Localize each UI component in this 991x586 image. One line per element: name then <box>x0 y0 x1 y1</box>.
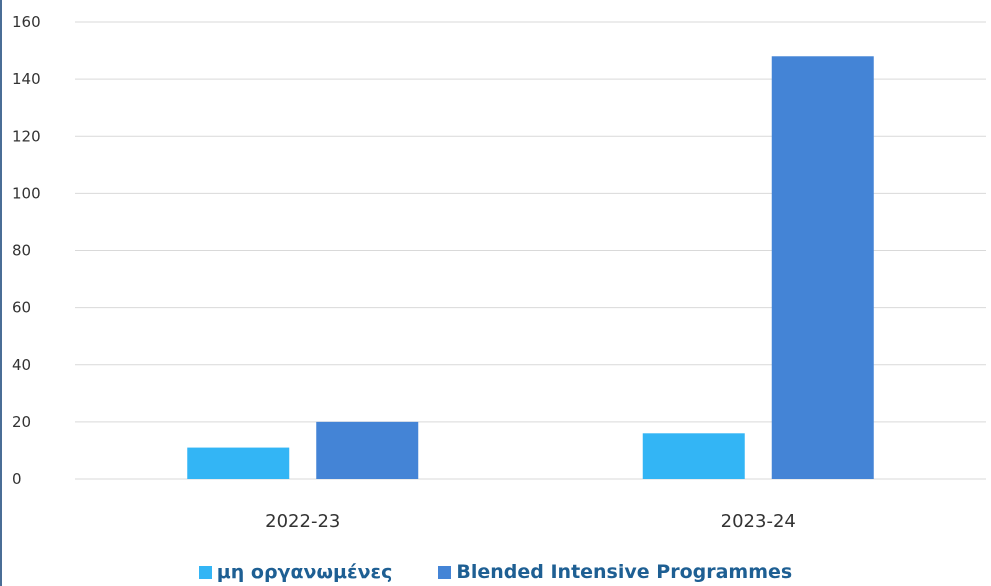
bar-series-1-2023-24 <box>642 433 745 479</box>
y-tick-label: 40 <box>12 356 31 374</box>
y-tick-label: 100 <box>12 184 41 202</box>
y-tick-label: 0 <box>12 470 22 488</box>
bars <box>187 56 874 480</box>
legend-label-series-2: Blended Intensive Programmes <box>456 561 793 583</box>
y-axis-tick-labels: 0 20 40 60 80 100 120 140 160 <box>12 13 41 488</box>
y-tick-label: 80 <box>12 242 31 260</box>
bar-series-1-2022-23 <box>187 447 290 479</box>
x-category-label: 2022-23 <box>265 511 340 532</box>
legend-label-series-1: μη οργανωμένες <box>216 561 393 583</box>
legend-item-series-1: μη οργανωμένες <box>198 561 393 583</box>
x-axis-category-labels: 2022-23 2023-24 <box>265 511 796 532</box>
y-tick-label: 120 <box>12 127 41 145</box>
legend-item-series-2: Blended Intensive Programmes <box>438 561 792 583</box>
y-tick-label: 60 <box>12 299 31 317</box>
y-tick-label: 20 <box>12 413 31 431</box>
bar-series-2-2023-24 <box>771 56 874 480</box>
legend-swatch-series-1 <box>198 565 212 579</box>
legend: μη οργανωμένες Blended Intensive Program… <box>0 561 991 583</box>
bar-series-2-2022-23 <box>316 421 419 479</box>
y-tick-label: 160 <box>12 13 41 31</box>
y-tick-label: 140 <box>12 70 41 88</box>
x-category-label: 2023-24 <box>721 511 796 532</box>
legend-swatch-series-2 <box>438 565 452 579</box>
